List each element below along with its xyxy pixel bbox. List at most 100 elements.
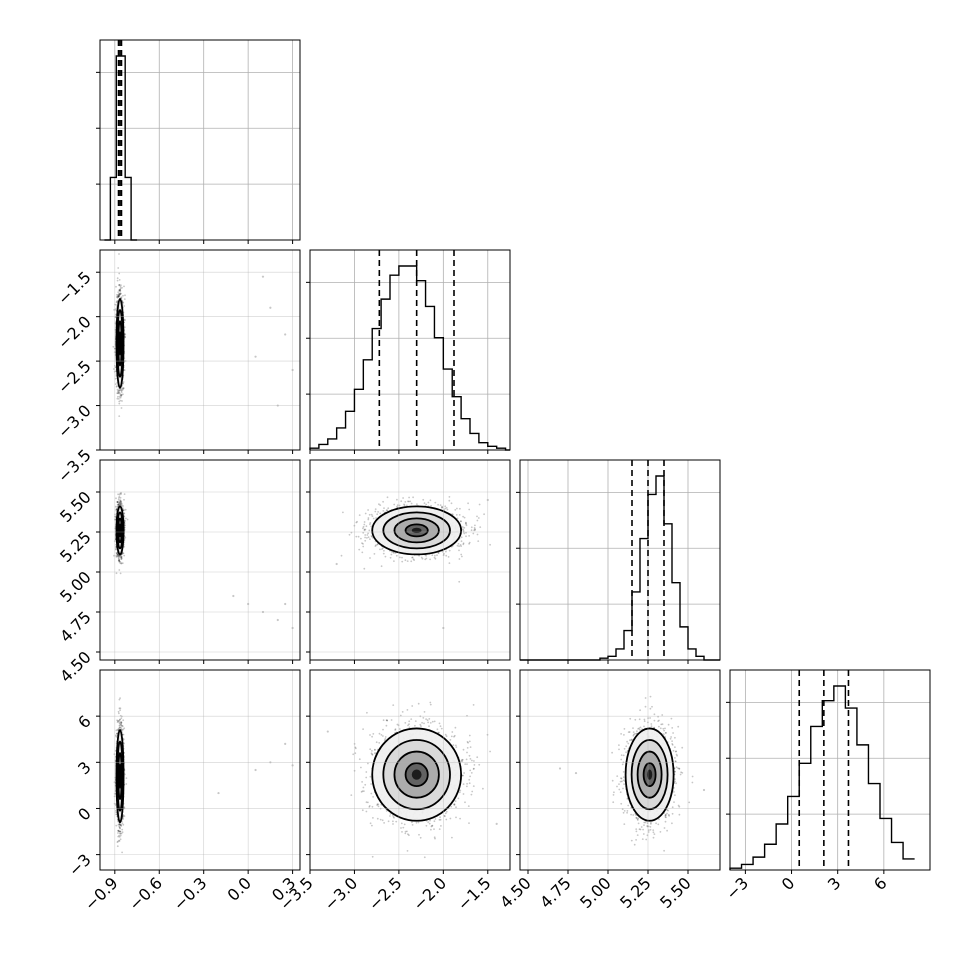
sample-point <box>120 284 122 287</box>
sample-point <box>119 823 122 826</box>
sample-point <box>123 326 126 329</box>
sample-point <box>119 292 121 295</box>
sample-point <box>124 519 126 522</box>
sample-point <box>123 554 126 557</box>
sample-point <box>117 840 119 843</box>
sample-point <box>122 728 125 731</box>
sample-point <box>119 289 122 292</box>
sample-point <box>116 554 119 557</box>
sample-point <box>122 393 124 396</box>
sample-point <box>120 394 122 397</box>
sample-point <box>118 279 121 281</box>
sample-point <box>117 559 120 562</box>
sample-point <box>122 818 124 820</box>
sample-point <box>119 832 122 835</box>
sample-point <box>123 509 126 511</box>
sample-point <box>116 555 119 558</box>
sample-point <box>121 400 123 402</box>
sample-point <box>118 836 121 838</box>
sample-point <box>119 500 122 502</box>
sample-point <box>123 742 125 745</box>
sample-point <box>119 726 121 729</box>
sample-point <box>120 556 123 559</box>
sample-point <box>118 557 120 559</box>
sample-point <box>123 498 125 501</box>
sample-point <box>115 572 118 575</box>
sample-point <box>119 289 121 292</box>
sample-point <box>115 285 117 288</box>
sample-point <box>117 557 120 560</box>
sample-point <box>120 722 123 724</box>
sample-point <box>119 838 122 841</box>
sample-point <box>117 295 120 298</box>
sample-point <box>115 385 118 388</box>
sample-point <box>121 729 123 732</box>
sample-point <box>119 290 122 293</box>
sample-point <box>114 505 117 508</box>
sample-point <box>120 717 123 720</box>
sample-point <box>118 698 121 701</box>
sample-point <box>115 729 118 732</box>
sample-point <box>124 336 126 339</box>
sample-point <box>118 253 120 255</box>
sample-point <box>119 560 122 563</box>
sample-point <box>118 398 120 400</box>
sample-point <box>116 506 119 508</box>
sample-point <box>118 718 121 721</box>
sample-point <box>117 829 120 832</box>
sample-point <box>118 289 121 292</box>
sample-point <box>119 287 122 290</box>
sample-point <box>121 286 123 289</box>
sample-point <box>116 296 119 299</box>
sample-point <box>120 391 123 393</box>
scatter-panel-0-2 <box>99 459 301 661</box>
sample-point <box>120 501 122 503</box>
sample-point <box>117 294 119 296</box>
sample-point <box>118 560 120 562</box>
sample-point <box>119 499 122 501</box>
sample-point <box>119 556 122 558</box>
sample-point <box>116 279 119 282</box>
sample-point <box>120 562 123 565</box>
sample-point <box>118 823 121 825</box>
sample-point <box>117 503 120 506</box>
sample-point <box>120 556 123 558</box>
sample-point <box>119 572 122 575</box>
sample-point <box>122 387 125 389</box>
sample-point <box>114 383 117 385</box>
sample-point <box>116 504 119 506</box>
sample-point <box>117 555 119 557</box>
histogram-step <box>309 265 510 451</box>
sample-point <box>124 508 127 511</box>
sample-point <box>120 393 123 396</box>
sample-point <box>120 500 122 503</box>
sample-point <box>116 552 118 555</box>
sample-point <box>125 517 127 520</box>
outlier-point <box>254 355 257 358</box>
sample-point <box>118 559 121 561</box>
sample-point <box>118 501 121 504</box>
sample-point <box>126 518 129 521</box>
sample-point <box>118 400 121 403</box>
sample-point <box>115 548 117 551</box>
sample-point <box>116 277 119 280</box>
sample-point <box>120 502 123 504</box>
sample-point <box>118 712 120 715</box>
sample-point <box>120 292 122 295</box>
sample-point <box>117 391 120 393</box>
panel-background <box>100 460 300 660</box>
sample-point <box>117 554 120 557</box>
sample-point <box>120 296 123 299</box>
sample-point <box>117 390 119 393</box>
sample-point <box>119 389 122 392</box>
sample-point <box>119 399 122 402</box>
sample-point <box>118 839 120 842</box>
sample-point <box>118 723 121 725</box>
sample-point <box>118 826 121 829</box>
sample-point <box>124 536 127 539</box>
sample-point <box>118 727 121 729</box>
sample-point <box>122 381 125 383</box>
sample-point <box>116 385 118 387</box>
sample-point <box>118 502 120 505</box>
